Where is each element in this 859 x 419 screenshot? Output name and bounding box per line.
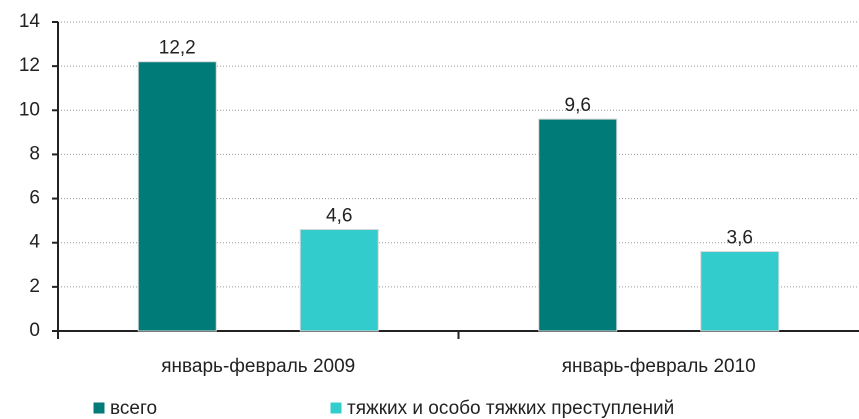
bar <box>137 61 217 332</box>
legend-swatch <box>329 401 343 415</box>
y-tick-label: 2 <box>29 276 40 297</box>
value-label: 4,6 <box>326 205 352 226</box>
bar <box>700 251 780 332</box>
y-tick-label: 6 <box>29 188 40 209</box>
y-tick-label: 8 <box>29 143 40 164</box>
y-tick-label: 4 <box>29 232 40 253</box>
legend-swatch <box>92 401 106 415</box>
y-tick-label: 10 <box>19 99 40 120</box>
value-label: 3,6 <box>727 228 753 249</box>
y-tick-label: 12 <box>19 55 40 76</box>
legend-label: всего <box>110 398 157 419</box>
y-tick-label: 14 <box>19 11 41 32</box>
value-label: 9,6 <box>565 95 591 116</box>
value-label: 12,2 <box>159 38 196 59</box>
bar <box>538 118 618 332</box>
x-tick-label: январь-февраль 2009 <box>161 356 355 377</box>
bar <box>299 228 379 332</box>
y-tick-label: 0 <box>29 320 40 341</box>
legend-label: тяжких и особо тяжких преступлений <box>347 398 674 419</box>
x-tick-label: январь-февраль 2010 <box>562 356 756 377</box>
